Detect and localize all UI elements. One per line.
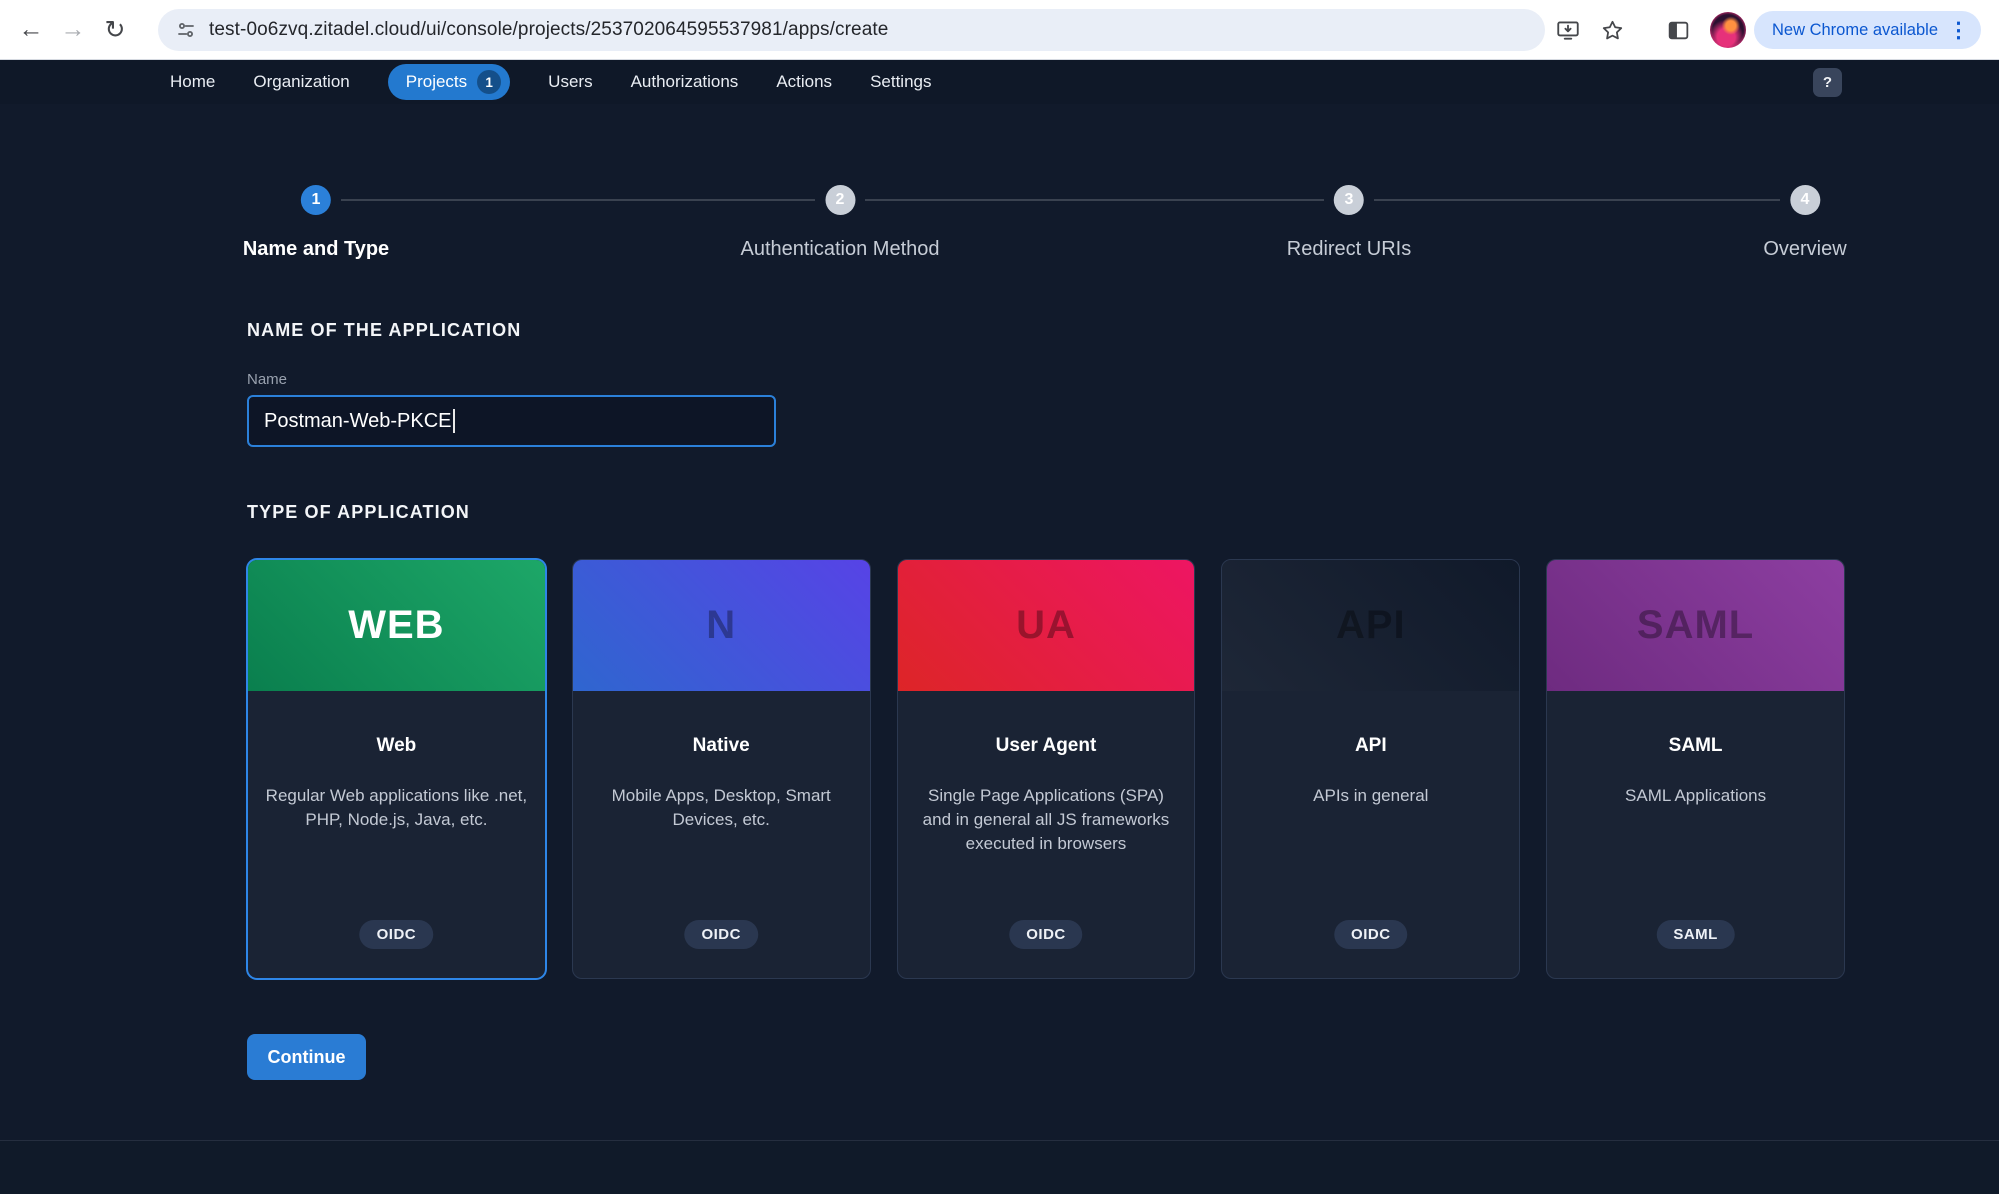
url-bar[interactable]: test-0o6zvq.zitadel.cloud/ui/console/pro… [158,9,1545,51]
app-type-card-saml[interactable]: SAML SAML SAML Applications SAML [1546,559,1845,979]
protocol-badge: OIDC [359,920,434,949]
text-caret [453,409,456,433]
nav-item-settings[interactable]: Settings [870,72,932,91]
name-section-title: NAME OF THE APPLICATION [247,320,522,340]
bookmark-star-icon[interactable] [1590,8,1634,52]
card-title: Web [376,735,417,756]
protocol-badge: OIDC [1009,920,1083,949]
step-overview: 4 Overview [1763,185,1847,261]
card-banner: API [1222,560,1520,691]
card-description: Regular Web applications like .net, PHP,… [265,786,528,830]
app-type-card-api[interactable]: API API APIs in general OIDC [1221,559,1521,979]
stepper-line [865,199,1324,201]
step-redirect-uris: 3 Redirect URIs [1287,185,1411,261]
stepper: 1 Name and Type 2 Authentication Method … [243,185,1847,265]
help-button[interactable]: ? [1813,68,1842,97]
refresh-icon[interactable]: ↻ [104,15,126,44]
card-description: APIs in general [1313,786,1429,805]
site-settings-icon[interactable] [176,20,196,40]
app-type-card-native[interactable]: N Native Mobile Apps, Desktop, Smart Dev… [571,559,871,979]
protocol-badge: OIDC [1334,920,1408,949]
side-panel-icon[interactable] [1656,8,1700,52]
stepper-line [1374,199,1780,201]
nav-item-organization[interactable]: Organization [253,72,350,91]
card-description: Single Page Applications (SPA) and in ge… [922,786,1170,854]
step-number: 2 [825,185,855,215]
card-title: API [1354,735,1387,756]
app-type-card-web[interactable]: WEB Web Regular Web applications like .n… [247,559,546,979]
step-label: Overview [1763,238,1847,260]
step-name-and-type: 1 Name and Type [243,185,389,261]
card-title: User Agent [995,735,1097,756]
url-text: test-0o6zvq.zitadel.cloud/ui/console/pro… [209,19,889,40]
card-banner: SAML [1547,560,1844,691]
step-number: 3 [1333,185,1364,215]
nav-item-users[interactable]: Users [548,72,593,91]
app-type-card-user-agent[interactable]: UA User Agent Single Page Applications (… [896,559,1196,979]
back-icon[interactable]: ← [18,15,44,43]
name-field-label: Name [247,371,288,388]
app-type-cards: WEB Web Regular Web applications like .n… [247,559,1845,979]
type-section-title: TYPE OF APPLICATION [247,502,470,522]
nav-item-projects[interactable]: Projects 1 [387,64,511,100]
stepper-line [341,199,815,201]
step-label: Name and Type [242,238,390,260]
card-description: Mobile Apps, Desktop, Smart Devices, etc… [611,786,831,830]
chrome-update-button[interactable]: New Chrome available ⋮ [1754,11,1981,49]
protocol-badge: OIDC [684,920,758,949]
main-nav: Home Organization Projects 1 Users Autho… [0,60,1999,104]
step-label: Authentication Method [740,238,940,260]
card-title: SAML [1668,735,1723,756]
create-app-page: 1 Name and Type 2 Authentication Method … [0,185,1999,1080]
card-description: SAML Applications [1625,786,1767,805]
card-title: Native [692,735,750,756]
continue-button[interactable]: Continue [247,1034,366,1080]
step-authentication-method: 2 Authentication Method [740,185,940,261]
toolbar-right: New Chrome available ⋮ [1546,0,1999,60]
step-number: 1 [301,185,331,215]
step-label: Redirect URIs [1286,238,1412,260]
card-banner: UA [897,560,1195,691]
card-banner: WEB [248,560,545,691]
projects-count-badge: 1 [477,70,502,94]
nav-item-authorizations[interactable]: Authorizations [630,72,739,91]
chrome-update-label: New Chrome available [1772,20,1938,39]
browser-toolbar: ← → ↻ test-0o6zvq.zitadel.cloud/ui/conso… [0,0,1999,60]
install-icon[interactable] [1546,8,1590,52]
profile-avatar[interactable] [1710,12,1746,48]
nav-item-home[interactable]: Home [170,72,216,91]
footer [0,1140,1999,1194]
protocol-badge: SAML [1656,920,1735,949]
card-banner: N [572,560,870,691]
more-menu-icon[interactable]: ⋮ [1948,18,1969,42]
forward-icon[interactable]: → [60,15,86,43]
nav-item-actions[interactable]: Actions [776,72,833,91]
nav-item-projects-label: Projects [405,72,468,91]
step-number: 4 [1789,185,1820,215]
name-input-value: Postman-Web-PKCE [264,409,452,432]
name-input[interactable]: Postman-Web-PKCE [247,395,776,447]
